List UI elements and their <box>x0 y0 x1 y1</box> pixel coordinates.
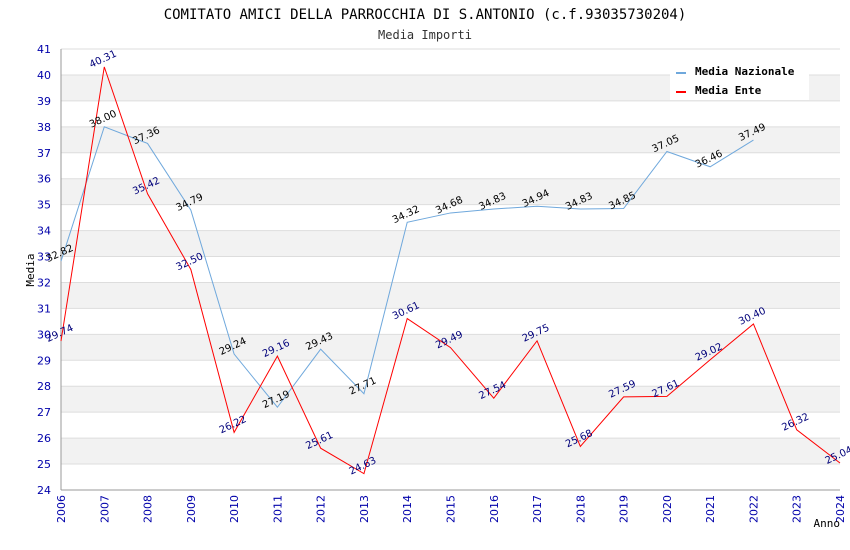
y-tick-label: 32 <box>37 276 51 289</box>
grid-band <box>61 126 840 153</box>
x-tick-label: 2011 <box>271 495 284 523</box>
series-lines <box>60 66 841 475</box>
y-tick-label: 26 <box>37 432 51 445</box>
x-axis-ticks: 2006 2007 2008 2009 2010 2011 2012 2013 2014 2015… <box>55 495 847 523</box>
data-label: 32.82 <box>45 243 76 265</box>
x-tick-label: 2008 <box>142 495 155 523</box>
data-label: 34.32 <box>391 204 422 226</box>
chart-subtitle: Media Importi <box>378 28 472 42</box>
y-tick-label: 24 <box>37 484 51 497</box>
grid-band <box>61 178 840 205</box>
y-tick-label: 31 <box>37 302 51 315</box>
x-tick-label: 2018 <box>574 495 587 523</box>
grid-band <box>61 386 840 413</box>
y-axis-title: Media <box>24 253 37 286</box>
legend-label-ente: Media Ente <box>695 84 762 97</box>
series-line-media-ente <box>60 66 841 475</box>
x-tick-label: 2009 <box>185 495 198 523</box>
legend-label-nazionale: Media Nazionale <box>695 65 795 78</box>
legend-box <box>670 62 809 100</box>
x-tick-label: 2021 <box>704 495 717 523</box>
data-label: 26.32 <box>780 412 811 434</box>
y-tick-label: 34 <box>37 225 51 238</box>
data-label: 40.31 <box>88 49 119 71</box>
y-axis-ticks: 24 25 26 27 28 29 30 31 32 33 34 35 36 37 38 39 40 41 <box>37 43 51 497</box>
y-tick-label: 41 <box>37 43 51 56</box>
y-tick-label: 38 <box>37 121 51 134</box>
y-tick-label: 28 <box>37 380 51 393</box>
y-tick-label: 35 <box>37 199 51 212</box>
y-tick-label: 36 <box>37 173 51 186</box>
x-tick-label: 2023 <box>791 495 804 523</box>
y-tick-label: 27 <box>37 406 51 419</box>
y-tick-label: 33 <box>37 251 51 264</box>
x-tick-label: 2016 <box>488 495 501 523</box>
grid-band <box>61 230 840 257</box>
x-tick-label: 2017 <box>531 495 544 523</box>
legend: Media Nazionale Media Ente <box>670 62 809 100</box>
y-tick-label: 29 <box>37 354 51 367</box>
background-bands <box>61 74 840 465</box>
x-tick-label: 2022 <box>747 495 760 523</box>
data-labels: 32.8238.0037.3634.7929.2427.1929.4327.71… <box>45 49 850 478</box>
y-tick-label: 40 <box>37 69 51 82</box>
x-tick-label: 2012 <box>315 495 328 523</box>
x-tick-label: 2020 <box>661 495 674 523</box>
grid-band <box>61 282 840 309</box>
x-tick-label: 2014 <box>401 495 414 523</box>
data-label: 26.22 <box>218 414 249 436</box>
y-tick-label: 30 <box>37 328 51 341</box>
x-axis-title: Anno <box>814 517 841 530</box>
y-tick-label: 37 <box>37 147 51 160</box>
y-tick-label: 39 <box>37 95 51 108</box>
x-tick-label: 2024 <box>834 495 847 523</box>
series-line-media-nazionale <box>60 126 754 409</box>
x-tick-label: 2010 <box>228 495 241 523</box>
chart-title: COMITATO AMICI DELLA PARROCCHIA DI S.ANT… <box>164 7 687 23</box>
x-tick-label: 2013 <box>358 495 371 523</box>
y-tick-label: 25 <box>37 458 51 471</box>
x-tick-label: 2007 <box>98 495 111 523</box>
x-tick-label: 2019 <box>618 495 631 523</box>
x-tick-label: 2015 <box>445 495 458 523</box>
grid-band <box>61 438 840 465</box>
x-tick-label: 2006 <box>55 495 68 523</box>
